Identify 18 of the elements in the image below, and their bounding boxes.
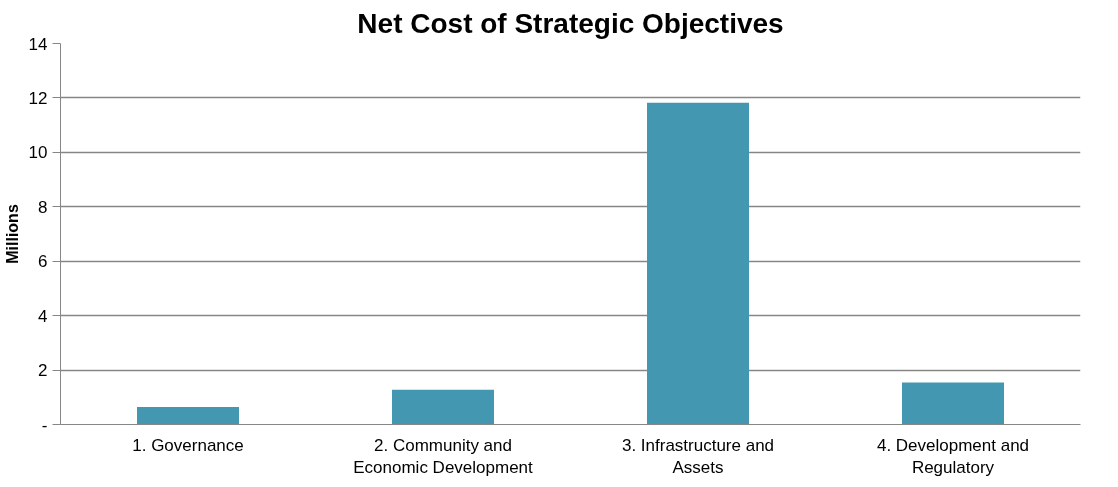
bar — [392, 389, 494, 425]
x-tick-label: 1. Governance — [132, 435, 244, 455]
x-tick-label: 3. Infrastructure and Assets — [621, 435, 775, 478]
y-tick-label: - — [41, 415, 48, 435]
y-axis-title: Millions — [3, 204, 21, 264]
y-tick-label: 2 — [38, 361, 48, 381]
y-tick-label: 10 — [28, 143, 48, 163]
y-tick-label: 14 — [28, 34, 48, 54]
bar — [137, 407, 239, 425]
y-tick-label: 12 — [28, 88, 48, 108]
bar — [902, 382, 1004, 425]
bar — [647, 102, 749, 425]
y-tick-label: 8 — [38, 197, 48, 217]
chart-title: Net Cost of Strategic Objectives — [357, 7, 784, 39]
y-tick-label: 6 — [38, 252, 48, 272]
y-tick-label: 4 — [38, 306, 48, 326]
x-tick-label: 4. Development and Regulatory — [876, 435, 1030, 478]
x-tick-label: 2. Community and Economic Development — [353, 435, 534, 478]
